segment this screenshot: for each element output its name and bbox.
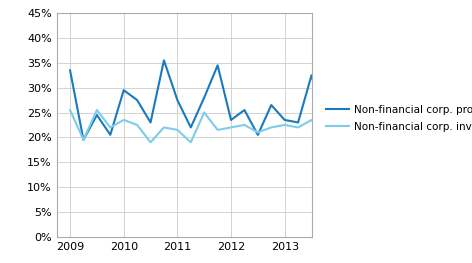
Non-financial corp. profit share	[94, 113, 100, 117]
Non-financial corp. inv. rate	[322, 136, 328, 139]
Non-financial corp. inv. rate	[269, 126, 274, 129]
Non-financial corp. inv. rate	[175, 128, 180, 132]
Non-financial corp. profit share	[67, 69, 73, 72]
Non-financial corp. inv. rate	[295, 126, 301, 129]
Non-financial corp. profit share	[121, 89, 126, 92]
Non-financial corp. profit share	[228, 118, 234, 122]
Non-financial corp. profit share	[269, 103, 274, 107]
Non-financial corp. profit share	[108, 133, 113, 136]
Non-financial corp. inv. rate	[255, 131, 261, 134]
Non-financial corp. inv. rate	[94, 108, 100, 112]
Line: Non-financial corp. inv. rate: Non-financial corp. inv. rate	[70, 110, 325, 142]
Non-financial corp. profit share	[322, 121, 328, 124]
Non-financial corp. profit share	[215, 64, 220, 67]
Non-financial corp. inv. rate	[215, 128, 220, 132]
Non-financial corp. profit share	[295, 121, 301, 124]
Non-financial corp. inv. rate	[202, 111, 207, 114]
Non-financial corp. inv. rate	[188, 141, 194, 144]
Non-financial corp. inv. rate	[161, 126, 167, 129]
Non-financial corp. inv. rate	[81, 138, 86, 141]
Non-financial corp. profit share	[161, 59, 167, 62]
Non-financial corp. inv. rate	[282, 123, 287, 127]
Non-financial corp. profit share	[282, 118, 287, 122]
Non-financial corp. inv. rate	[135, 123, 140, 127]
Non-financial corp. inv. rate	[242, 123, 247, 127]
Non-financial corp. profit share	[242, 108, 247, 112]
Non-financial corp. profit share	[309, 74, 314, 77]
Line: Non-financial corp. profit share: Non-financial corp. profit share	[70, 60, 325, 140]
Non-financial corp. inv. rate	[228, 126, 234, 129]
Non-financial corp. profit share	[202, 96, 207, 99]
Non-financial corp. inv. rate	[108, 126, 113, 129]
Non-financial corp. inv. rate	[148, 141, 153, 144]
Non-financial corp. inv. rate	[121, 118, 126, 122]
Non-financial corp. profit share	[135, 99, 140, 102]
Non-financial corp. profit share	[81, 138, 86, 141]
Non-financial corp. profit share	[255, 133, 261, 136]
Legend: Non-financial corp. profit share, Non-financial corp. inv. rate: Non-financial corp. profit share, Non-fi…	[326, 104, 472, 132]
Non-financial corp. profit share	[175, 99, 180, 102]
Non-financial corp. inv. rate	[67, 108, 73, 112]
Non-financial corp. inv. rate	[309, 118, 314, 122]
Non-financial corp. profit share	[188, 126, 194, 129]
Non-financial corp. profit share	[148, 121, 153, 124]
